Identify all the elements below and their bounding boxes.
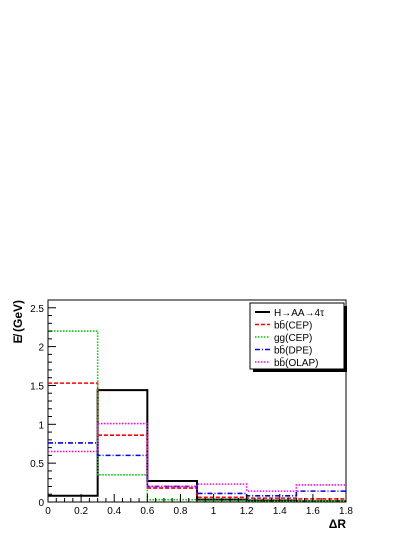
x-tick-label: 1.6 <box>306 506 320 517</box>
axes-layer: 0 0.2 0.4 0.6 0.8 1 1.2 1.4 1.6 1.8 0 0.5 1 1.5 2 2.5 <box>30 299 353 517</box>
x-tick-label: 0 <box>45 506 51 517</box>
legend-entry: bb̄(CEP) <box>274 319 312 332</box>
x-tick-label: 0.4 <box>107 506 121 517</box>
x-tick-label: 1 <box>211 506 217 517</box>
series-line <box>48 442 346 497</box>
x-tick-label: 1.8 <box>339 506 353 517</box>
bin-mark <box>98 474 148 476</box>
x-tick-label: 0.8 <box>173 506 187 517</box>
legend-box <box>249 302 345 370</box>
y-tick-label: 0.5 <box>30 459 44 470</box>
x-tick-label: 1.2 <box>240 506 254 517</box>
y-tick-label: 1 <box>38 420 44 431</box>
legend-entry: bb̄(OLAP) <box>274 356 318 369</box>
series-3 <box>48 442 346 497</box>
x-tick-label: 1.4 <box>273 506 287 517</box>
series-line <box>48 389 346 503</box>
y-tick-label: 2 <box>38 343 44 354</box>
series-4 <box>48 422 346 492</box>
legend-entry: bb̄(DPE) <box>274 344 312 357</box>
series-line <box>48 422 346 492</box>
y-axis-label: E̸ (GeV) <box>11 300 25 343</box>
x-tick-label: 0.6 <box>140 506 154 517</box>
legend-entry: H→AA→4τ <box>274 308 324 319</box>
legend-entry: gg(CEP) <box>274 333 312 344</box>
x-tick-label: 0.2 <box>74 506 88 517</box>
x-axis-label: ΔR <box>329 517 347 531</box>
y-tick-label: 1.5 <box>30 381 44 392</box>
y-tick-label: 0 <box>38 498 44 509</box>
y-tick-label: 2.5 <box>30 304 44 315</box>
